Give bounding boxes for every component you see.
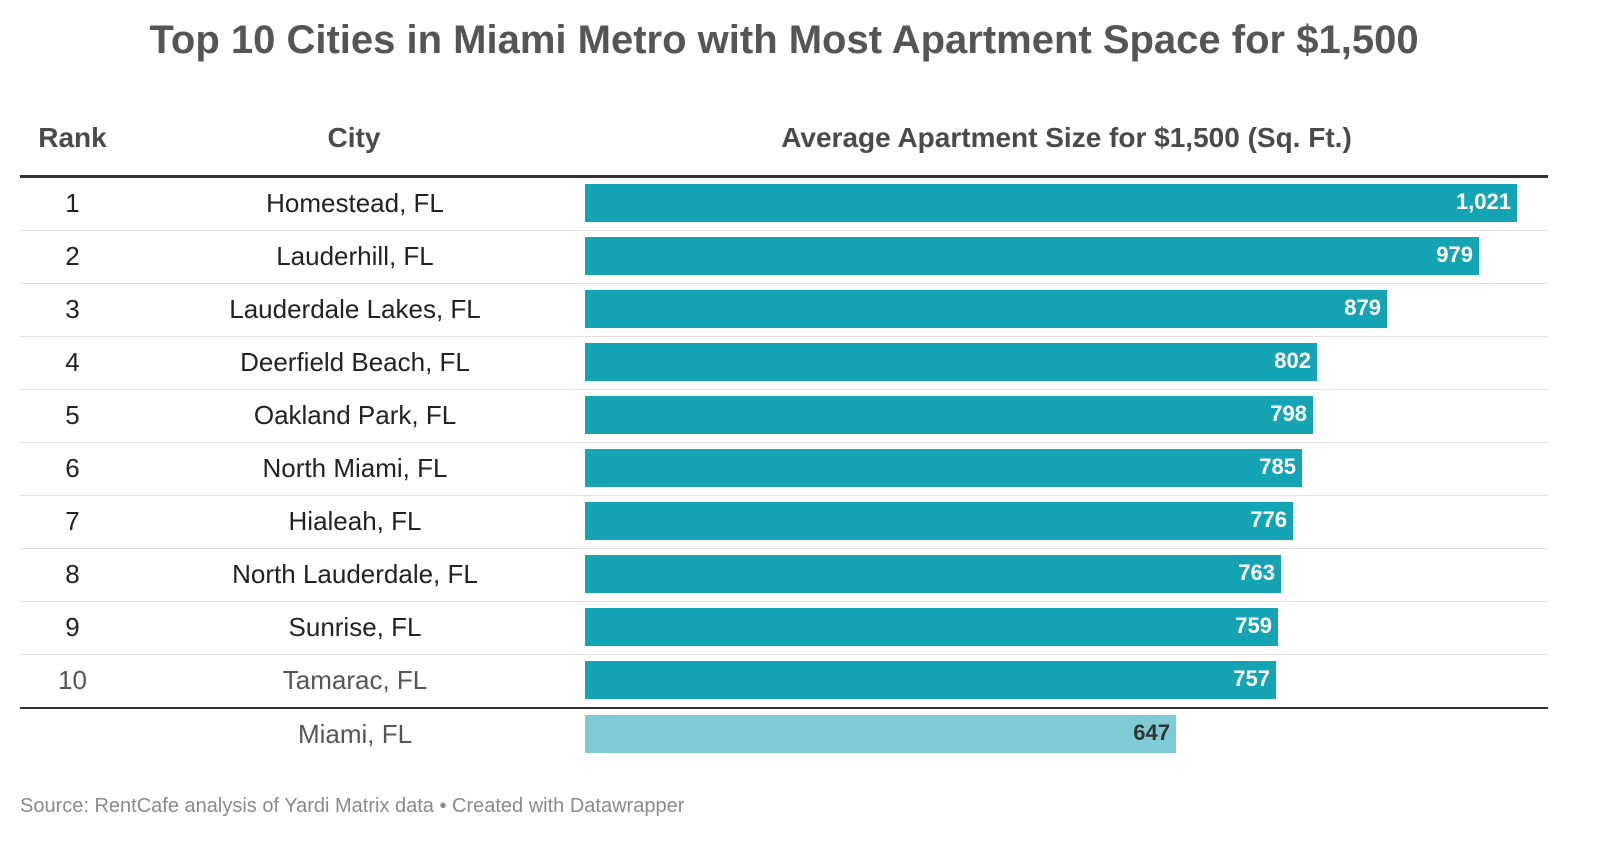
rank-cell: 4 xyxy=(65,347,80,377)
bar: 802 xyxy=(585,343,1317,381)
bar: 757 xyxy=(585,661,1276,699)
rank-cell: 9 xyxy=(65,612,80,642)
bar: 776 xyxy=(585,502,1293,540)
chart-title: Top 10 Cities in Miami Metro with Most A… xyxy=(149,18,1419,62)
table-row: 1 Homestead, FL 1,021 xyxy=(20,178,1548,231)
city-cell: Lauderdale Lakes, FL xyxy=(229,294,481,324)
rank-cell: 3 xyxy=(65,294,80,324)
column-header-rank: Rank xyxy=(38,122,107,153)
city-cell: Homestead, FL xyxy=(266,188,444,218)
header-divider xyxy=(20,175,1548,178)
source-footer: Source: RentCafe analysis of Yardi Matri… xyxy=(20,795,685,817)
bar: 785 xyxy=(585,449,1302,487)
table-row: 4 Deerfield Beach, FL 802 xyxy=(20,337,1548,390)
bar: 763 xyxy=(585,555,1281,593)
city-cell: Deerfield Beach, FL xyxy=(240,347,470,377)
bar-value-label: 879 xyxy=(1344,295,1381,320)
rank-cell: 7 xyxy=(65,506,80,536)
bar: 879 xyxy=(585,290,1387,328)
bar-table: 1 Homestead, FL 1,021 2 Lauderhill, FL 979 3 La… xyxy=(20,178,1548,761)
bar: 979 xyxy=(585,237,1479,275)
rank-cell: 10 xyxy=(58,665,87,695)
city-cell: North Miami, FL xyxy=(262,453,448,483)
rank-cell: 2 xyxy=(65,241,80,271)
city-cell: Miami, FL xyxy=(297,719,413,749)
table-header: Rank City Average Apartment Size for $1,… xyxy=(20,116,1548,164)
bar-value-label: 1,021 xyxy=(1455,189,1511,214)
rank-cell: 8 xyxy=(65,559,80,589)
table-row: 3 Lauderdale Lakes, FL 879 xyxy=(20,284,1548,337)
city-cell: Hialeah, FL xyxy=(288,506,422,536)
benchmark-row: Miami, FL 647 xyxy=(20,709,1548,761)
bar: 1,021 xyxy=(585,184,1517,222)
city-cell: Lauderhill, FL xyxy=(276,241,434,271)
bar-value-label: 763 xyxy=(1238,560,1275,585)
table-row: 6 North Miami, FL 785 xyxy=(20,443,1548,496)
table-row: 9 Sunrise, FL 759 xyxy=(20,602,1548,655)
bar: 798 xyxy=(585,396,1313,434)
bar-value-label: 798 xyxy=(1270,401,1307,426)
rank-cell: 5 xyxy=(65,400,80,430)
table-row: 2 Lauderhill, FL 979 xyxy=(20,231,1548,284)
city-cell: Sunrise, FL xyxy=(288,612,422,642)
bar: 759 xyxy=(585,608,1278,646)
city-cell: Oakland Park, FL xyxy=(253,400,457,430)
bar-value-label: 759 xyxy=(1235,613,1272,638)
table-row: 10 Tamarac, FL 757 xyxy=(20,655,1548,709)
table-row: 5 Oakland Park, FL 798 xyxy=(20,390,1548,443)
table-row: 7 Hialeah, FL 776 xyxy=(20,496,1548,549)
benchmark-bar: 647 xyxy=(585,715,1176,753)
bar-value-label: 647 xyxy=(1133,720,1170,745)
bar-value-label: 802 xyxy=(1274,348,1311,373)
bar-value-label: 757 xyxy=(1233,666,1270,691)
column-header-size: Average Apartment Size for $1,500 (Sq. F… xyxy=(781,122,1352,153)
bar-value-label: 979 xyxy=(1436,242,1473,267)
column-header-city: City xyxy=(327,122,381,153)
city-cell: Tamarac, FL xyxy=(282,665,428,695)
bar-value-label: 776 xyxy=(1250,507,1287,532)
rank-cell: 6 xyxy=(65,453,80,483)
bar-value-label: 785 xyxy=(1259,454,1296,479)
rank-cell: 1 xyxy=(65,188,80,218)
city-cell: North Lauderdale, FL xyxy=(232,559,478,589)
table-row: 8 North Lauderdale, FL 763 xyxy=(20,549,1548,602)
